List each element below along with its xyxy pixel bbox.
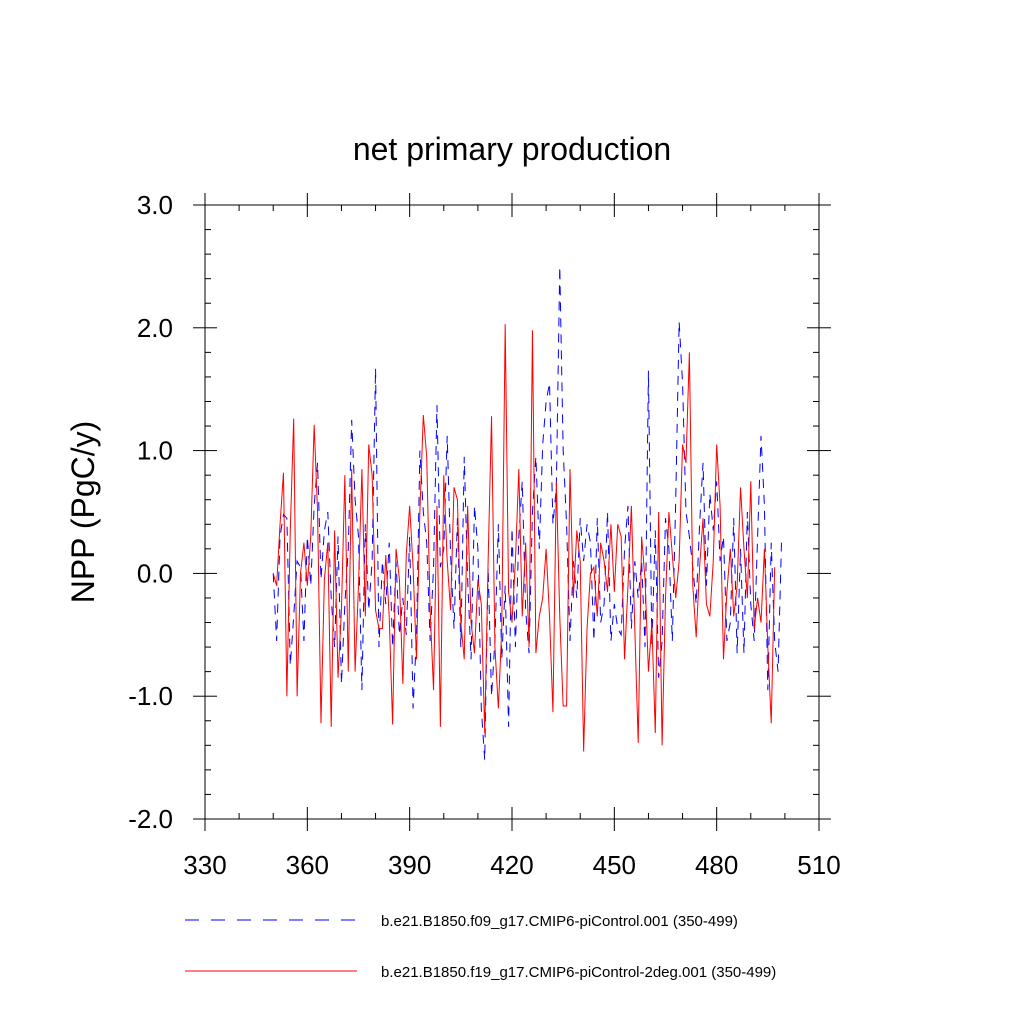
y-tick-label: 3.0 <box>137 190 173 220</box>
series-line-2 <box>272 324 776 752</box>
x-tick-label: 450 <box>593 850 636 880</box>
legend: b.e21.B1850.f09_g17.CMIP6-piControl.001 … <box>185 913 776 981</box>
x-tick-label: 390 <box>388 850 431 880</box>
y-tick-label: -1.0 <box>128 681 173 711</box>
y-tick-label: -2.0 <box>128 804 173 834</box>
series-layer <box>272 266 782 761</box>
y-axis-label: NPP (PgC/y) <box>65 421 101 604</box>
x-tick-label: 510 <box>797 850 840 880</box>
plot-frame <box>204 204 820 820</box>
y-tick-label: 2.0 <box>137 313 173 343</box>
legend-label-2: b.e21.B1850.f19_g17.CMIP6-piControl-2deg… <box>381 964 776 981</box>
x-tick-label: 420 <box>490 850 533 880</box>
x-tick-label: 480 <box>695 850 738 880</box>
axis-ticks: 330 360 390 420 450 480 510 -2.0 -1.0 0.0 1.0 2.0 3.… <box>128 190 841 880</box>
series-line-1 <box>272 266 782 761</box>
legend-label-1: b.e21.B1850.f09_g17.CMIP6-piControl.001 … <box>381 913 738 930</box>
x-tick-label: 360 <box>286 850 329 880</box>
chart-title: net primary production <box>353 131 671 167</box>
y-tick-label: 1.0 <box>137 436 173 466</box>
x-tick-label: 330 <box>183 850 226 880</box>
y-tick-label: 0.0 <box>137 558 173 588</box>
